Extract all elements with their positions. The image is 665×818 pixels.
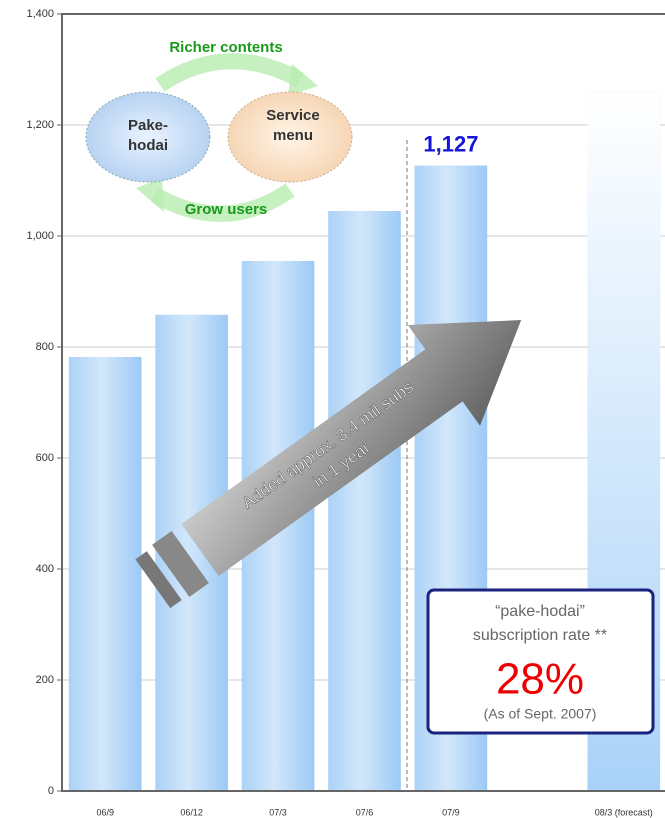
x-tick-label: 07/6 <box>356 807 374 817</box>
bar-shine <box>68 356 142 791</box>
x-tick-label: 06/12 <box>180 807 203 817</box>
annotation: Pake- <box>128 117 168 134</box>
arrow-body <box>181 320 522 577</box>
annotation: (As of Sept. 2007) <box>484 706 597 722</box>
y-tick-label: 200 <box>36 674 54 686</box>
y-tick-label: 800 <box>36 341 54 353</box>
rate-box: “pake-hodai” subscription rate ** 28% (A… <box>426 588 655 735</box>
y-tick-label: 400 <box>36 563 54 575</box>
y-tick-label: 1,400 <box>26 8 54 20</box>
x-tick-label: 07/9 <box>442 807 460 817</box>
cycle-arrow <box>155 53 304 92</box>
cycle-arrow-head <box>288 64 318 96</box>
y-tick-label: 600 <box>36 452 54 464</box>
arrow-tail <box>152 530 209 597</box>
y-tick-label: 1,000 <box>26 230 54 242</box>
annotation: “pake-hodai” <box>495 603 585 620</box>
data-label: 1,127 <box>423 131 478 156</box>
x-tick-label: 06/9 <box>96 807 114 817</box>
ellipse <box>227 91 353 183</box>
y-tick-label: 1,200 <box>26 119 54 131</box>
x-tick-label: 07/3 <box>269 807 287 817</box>
annotation: menu <box>273 127 313 144</box>
annotation: 28% <box>496 655 584 704</box>
bar-shine <box>328 211 401 791</box>
annotation: subscription rate ** <box>473 627 607 644</box>
annotation: hodai <box>128 137 168 154</box>
annotation: Service <box>266 107 319 124</box>
plot-frame <box>61 13 665 792</box>
annotation: Richer contents <box>169 39 282 56</box>
ellipse <box>85 91 211 183</box>
box <box>426 588 655 735</box>
cycle-diagram: Richer contents Grow users Pake- hodai S… <box>85 39 353 222</box>
annotation: Grow users <box>185 201 268 218</box>
y-tick-label: 0 <box>48 785 54 797</box>
cycle-arrow-head <box>136 178 164 212</box>
x-tick-label: 08/3 (forecast) <box>595 807 653 817</box>
cycle-arrow <box>151 183 295 222</box>
arrow-tail <box>135 551 182 609</box>
